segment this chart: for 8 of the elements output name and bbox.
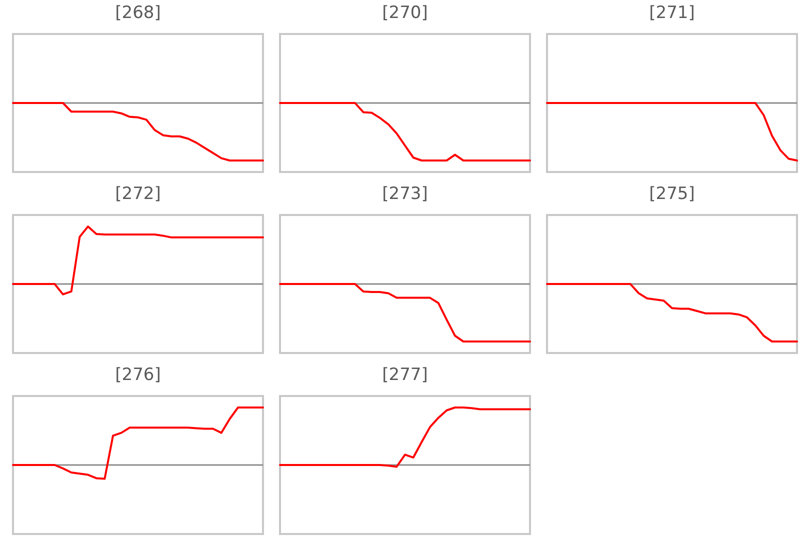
chart-title: [275] xyxy=(649,184,695,204)
chart-title: [270] xyxy=(382,3,428,23)
chart-title: [276] xyxy=(115,365,161,385)
chart-title: [271] xyxy=(649,3,695,23)
chart-title: [268] xyxy=(115,3,161,23)
chart-title: [273] xyxy=(382,184,428,204)
chart-title: [272] xyxy=(115,184,161,204)
chart-title: [277] xyxy=(382,365,428,385)
